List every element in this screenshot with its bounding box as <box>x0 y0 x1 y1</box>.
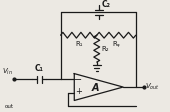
Text: A: A <box>92 83 99 93</box>
Text: out: out <box>5 104 14 109</box>
Text: $V_{out}$: $V_{out}$ <box>145 82 160 92</box>
Text: $V_{in}$: $V_{in}$ <box>2 67 13 77</box>
Text: −: − <box>74 75 82 85</box>
Text: C₂: C₂ <box>102 0 111 9</box>
Text: C₁: C₁ <box>35 64 44 73</box>
Text: +: + <box>75 87 82 96</box>
Text: R₂: R₂ <box>102 46 109 52</box>
Text: R₁: R₁ <box>75 41 82 47</box>
Text: Rᵩ: Rᵩ <box>113 41 120 47</box>
